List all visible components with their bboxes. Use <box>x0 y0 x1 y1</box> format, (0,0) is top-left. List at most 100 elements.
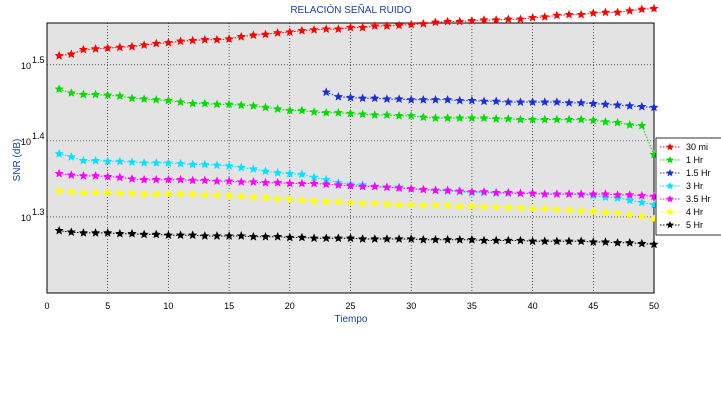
legend: 30 mi 1 Hr 1.5 Hr 3 Hr 3.5 Hr 4 Hr 5 Hr <box>655 137 721 236</box>
data-point <box>430 234 441 244</box>
data-point <box>613 100 623 110</box>
data-point <box>576 206 586 215</box>
data-point <box>127 228 137 238</box>
data-point <box>382 94 392 103</box>
data-point <box>54 149 64 158</box>
data-point <box>333 233 343 243</box>
data-point <box>382 182 392 192</box>
data-point <box>91 89 101 99</box>
x-tick-label: 30 <box>406 301 416 311</box>
data-point <box>430 200 441 210</box>
legend-label: 1.5 Hr <box>686 168 711 178</box>
data-point <box>564 9 574 19</box>
data-point <box>637 211 647 221</box>
data-point <box>503 235 513 245</box>
data-point <box>236 177 246 186</box>
data-point <box>358 198 368 208</box>
data-point <box>151 158 161 167</box>
data-point <box>200 190 210 199</box>
series-1.5-hr <box>321 87 659 112</box>
data-point <box>175 36 186 46</box>
data-point <box>260 166 271 176</box>
data-point <box>66 187 76 196</box>
series-30-mi <box>54 3 659 60</box>
data-point <box>333 91 343 101</box>
data-point <box>455 16 465 26</box>
data-point <box>455 234 465 244</box>
legend-marker <box>666 194 674 203</box>
data-point <box>600 237 610 246</box>
data-point <box>175 97 186 106</box>
legend-item: 3 Hr <box>660 181 703 191</box>
data-point <box>115 172 125 182</box>
data-point <box>345 180 356 190</box>
data-point <box>127 93 137 103</box>
data-point <box>224 176 234 186</box>
legend-marker <box>666 155 674 164</box>
data-point <box>637 238 647 248</box>
data-point <box>236 191 246 201</box>
data-point <box>345 108 356 118</box>
data-point <box>212 34 222 44</box>
data-point <box>382 21 392 30</box>
data-point <box>528 12 538 22</box>
data-point <box>370 110 380 119</box>
data-point <box>115 91 125 100</box>
data-point <box>552 204 562 214</box>
series-5-hr <box>54 225 659 249</box>
data-point <box>564 205 574 214</box>
data-point <box>479 113 489 122</box>
data-point <box>66 170 76 179</box>
data-point <box>163 230 173 240</box>
data-point <box>394 234 404 243</box>
data-point <box>491 202 501 211</box>
data-point <box>321 179 331 189</box>
data-point <box>430 95 441 104</box>
y-tick-exponent: 1.5 <box>32 55 45 65</box>
data-point <box>491 96 501 106</box>
data-point <box>273 168 283 177</box>
data-point <box>491 15 501 24</box>
x-tick-label: 25 <box>345 301 355 311</box>
data-point <box>649 239 659 249</box>
data-point <box>600 99 610 109</box>
series-1-hr <box>54 84 659 159</box>
data-point <box>333 180 343 189</box>
data-point <box>503 14 513 24</box>
series-line <box>326 91 655 108</box>
data-point <box>163 95 173 105</box>
data-point <box>212 176 222 186</box>
data-point <box>115 228 125 238</box>
data-point <box>236 162 246 172</box>
data-point <box>406 199 416 209</box>
data-point <box>394 94 404 103</box>
data-point <box>333 107 343 117</box>
data-point <box>273 231 283 241</box>
data-point <box>248 30 258 40</box>
data-point <box>212 231 222 240</box>
data-point <box>248 192 258 202</box>
data-point <box>309 233 319 243</box>
data-point <box>479 96 489 106</box>
data-point <box>588 189 598 198</box>
legend-marker <box>666 181 674 190</box>
data-point <box>552 97 562 106</box>
legend-box <box>655 137 721 236</box>
data-point <box>236 100 246 110</box>
series-3.5-hr <box>54 168 659 201</box>
data-point <box>406 111 416 120</box>
data-point <box>285 168 295 178</box>
data-point <box>540 189 550 198</box>
data-point <box>625 190 635 199</box>
data-point <box>540 203 550 213</box>
data-point <box>127 41 137 51</box>
legend-marker <box>666 207 674 216</box>
data-point <box>406 95 416 104</box>
data-point <box>418 234 428 244</box>
data-point <box>600 207 610 217</box>
y-axis-label: SNR (dB) <box>12 139 23 182</box>
data-point <box>333 24 343 33</box>
data-point <box>625 238 635 247</box>
data-point <box>479 202 489 211</box>
